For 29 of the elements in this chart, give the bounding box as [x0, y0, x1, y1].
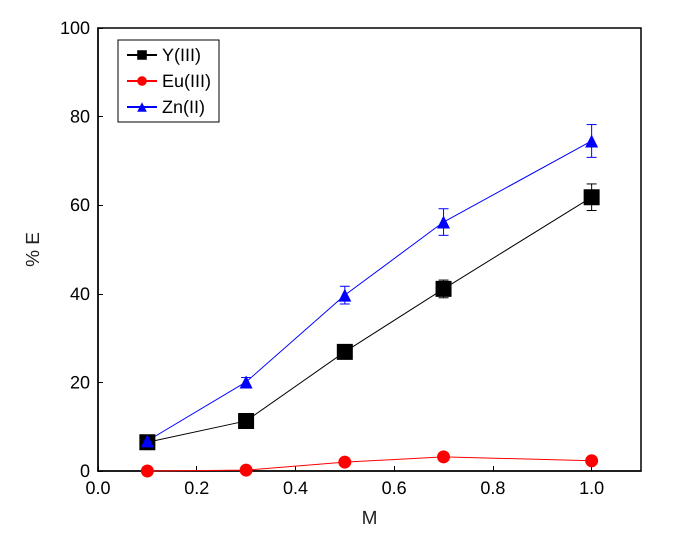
- point: [584, 189, 600, 206]
- y-tick-label: 60: [70, 195, 90, 216]
- x-tick-label: 1.0: [579, 478, 604, 498]
- x-tick-label: 0.8: [480, 478, 506, 498]
- x-tick-label: 0.2: [184, 478, 210, 498]
- y-tick-label: 20: [70, 372, 90, 392]
- legend-label: Y(III): [162, 45, 201, 65]
- y-tick-label: 0: [80, 461, 90, 481]
- x-axis-title: M: [362, 508, 378, 529]
- point: [336, 344, 353, 360]
- point: [585, 454, 598, 468]
- point: [437, 450, 450, 464]
- point: [437, 216, 450, 229]
- point: [240, 464, 253, 477]
- y-tick-label: 40: [70, 284, 90, 304]
- y-tick-label: 100: [60, 18, 90, 38]
- x-tick-label: 0.6: [382, 478, 407, 498]
- point: [140, 464, 154, 478]
- y-axis-title: % E: [23, 232, 44, 267]
- point: [338, 456, 352, 469]
- x-tick-label: 0.4: [282, 478, 308, 498]
- x-tick-label: 0.0: [85, 478, 111, 498]
- legend-label: Eu(III): [162, 71, 212, 91]
- point: [238, 412, 254, 429]
- point: [338, 288, 352, 302]
- point: [585, 134, 598, 148]
- y-tick-label: 80: [70, 106, 90, 127]
- point: [140, 434, 154, 448]
- legend-label: Zn(II): [162, 97, 205, 117]
